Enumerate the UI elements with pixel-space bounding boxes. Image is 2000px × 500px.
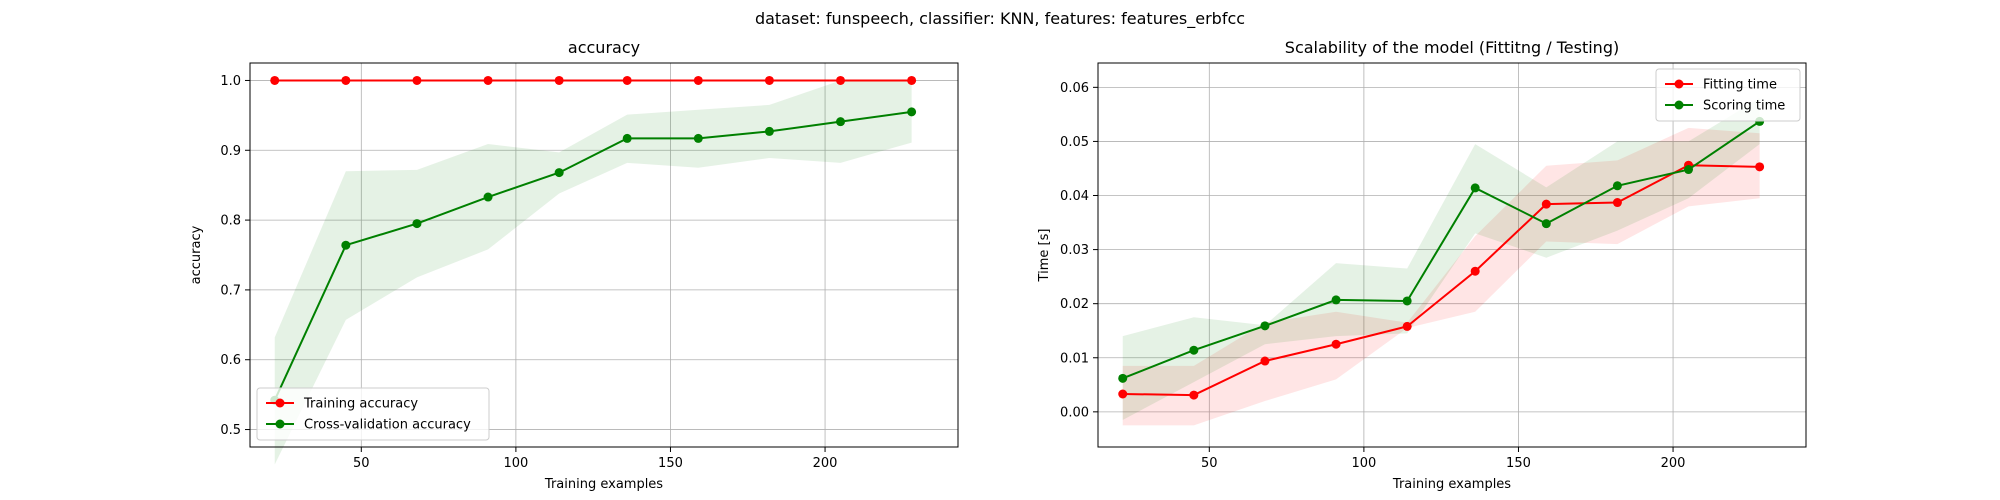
legend-label-cross-validation-accuracy: Cross-validation accuracy xyxy=(304,418,471,433)
x-tick-label: 150 xyxy=(1506,456,1531,471)
training-accuracy-point xyxy=(907,75,917,85)
training-accuracy-point xyxy=(622,75,632,85)
training-accuracy-point xyxy=(836,75,846,85)
fitting-time-point xyxy=(1118,389,1128,399)
chart-title: Scalability of the model (Fittitng / Tes… xyxy=(1285,38,1619,57)
legend-marker-scoring-time xyxy=(1674,100,1684,110)
training-accuracy-point xyxy=(764,75,774,85)
scoring-time-point xyxy=(1331,295,1341,305)
scoring-time-point xyxy=(1684,165,1694,175)
x-tick-label: 50 xyxy=(353,456,370,471)
accuracy-chart: 50 100 150 200 0.5 0.6 0.7 0.8 0.9 1.0 accuracy Tra… xyxy=(189,38,959,492)
y-tick-label: 0.6 xyxy=(220,353,241,368)
scoring-time-point xyxy=(1118,373,1128,383)
y-tick-label: 0.5 xyxy=(220,423,241,438)
cross-validation-accuracy-point xyxy=(836,117,846,127)
y-axis-label: accuracy xyxy=(189,225,204,284)
cross-validation-accuracy-point xyxy=(764,126,774,136)
y-tick-label: 0.04 xyxy=(1060,189,1089,204)
cross-validation-accuracy-point xyxy=(622,133,632,143)
fitting-time-point xyxy=(1541,199,1551,209)
training-accuracy-point xyxy=(483,75,493,85)
cross-validation-accuracy-point xyxy=(907,107,917,117)
y-tick-label: 0.05 xyxy=(1060,135,1089,150)
cross-validation-accuracy-point xyxy=(412,219,422,229)
x-tick-label: 200 xyxy=(1661,456,1686,471)
y-tick-label: 0.02 xyxy=(1060,297,1089,312)
legend-label-fitting-time: Fitting time xyxy=(1703,78,1777,93)
legend-box xyxy=(1655,68,1801,122)
y-tick-label: 0.03 xyxy=(1060,243,1089,258)
plot-frame xyxy=(249,62,959,448)
x-axis-label: Training examples xyxy=(544,477,663,492)
chart-title: accuracy xyxy=(568,38,640,57)
figure-suptitle: dataset: funspeech, classifier: KNN, fea… xyxy=(755,9,1245,29)
x-tick-label: 100 xyxy=(503,456,528,471)
fitting-time-point xyxy=(1755,162,1765,172)
cross-validation-accuracy-point xyxy=(483,192,493,202)
legend-marker-cross-validation-accuracy xyxy=(275,419,285,429)
cross-validation-accuracy-point xyxy=(693,133,703,143)
fitting-time-point xyxy=(1612,198,1622,208)
y-tick-label: 0.7 xyxy=(220,283,241,298)
cross-validation-accuracy-point xyxy=(554,168,564,178)
training-accuracy-point xyxy=(412,75,422,85)
scoring-time-point xyxy=(1402,296,1412,306)
scoring-time-point xyxy=(1612,181,1622,191)
legend-marker-training-accuracy xyxy=(275,398,285,408)
scoring-time-line xyxy=(1122,120,1761,380)
cross-validation-accuracy-point xyxy=(341,240,351,250)
legend-label-scoring-time: Scoring time xyxy=(1703,99,1785,114)
legend: Fitting time Scoring time xyxy=(1655,68,1801,122)
y-tick-label: 0.06 xyxy=(1060,81,1089,96)
training-accuracy-point xyxy=(693,75,703,85)
y-tick-label: 0.01 xyxy=(1060,351,1089,366)
fitting-time-point xyxy=(1331,339,1341,349)
legend: Training accuracy Cross-validation accura… xyxy=(256,387,490,441)
y-tick-label: 1.0 xyxy=(220,74,241,89)
fitting-time-point xyxy=(1402,321,1412,331)
x-tick-label: 150 xyxy=(658,456,683,471)
legend-label-training-accuracy: Training accuracy xyxy=(303,397,418,412)
scoring-time-point xyxy=(1189,345,1199,355)
y-axis-label: Time [s] xyxy=(1037,229,1052,283)
legend-box xyxy=(256,387,490,441)
y-tick-label: 0.8 xyxy=(220,214,241,229)
fitting-time-point xyxy=(1260,356,1270,366)
cross-validation-accuracy-line xyxy=(273,110,912,401)
y-tick-label: 0.9 xyxy=(220,144,241,159)
cross-validation-accuracy-band xyxy=(274,80,912,465)
training-accuracy-point xyxy=(270,75,280,85)
scalability-chart: 50 100 150 200 0.00 0.01 0.02 0.03 0.04 0.05 0.06 S… xyxy=(1037,38,1807,492)
x-axis-label: Training examples xyxy=(1392,477,1511,492)
scoring-time-point xyxy=(1470,183,1480,193)
training-accuracy-point xyxy=(341,75,351,85)
y-tick-label: 0.00 xyxy=(1060,405,1089,420)
scoring-time-point xyxy=(1541,219,1551,229)
fitting-time-point xyxy=(1189,390,1199,400)
scoring-time-point xyxy=(1260,321,1270,331)
legend-marker-fitting-time xyxy=(1674,79,1684,89)
scoring-time-band xyxy=(1122,98,1760,420)
plot-frame xyxy=(1097,62,1807,448)
x-tick-label: 200 xyxy=(813,456,838,471)
x-tick-label: 100 xyxy=(1351,456,1376,471)
fitting-time-line xyxy=(1122,164,1760,397)
fitting-time-point xyxy=(1470,266,1480,276)
training-accuracy-point xyxy=(554,75,564,85)
x-tick-label: 50 xyxy=(1201,456,1218,471)
